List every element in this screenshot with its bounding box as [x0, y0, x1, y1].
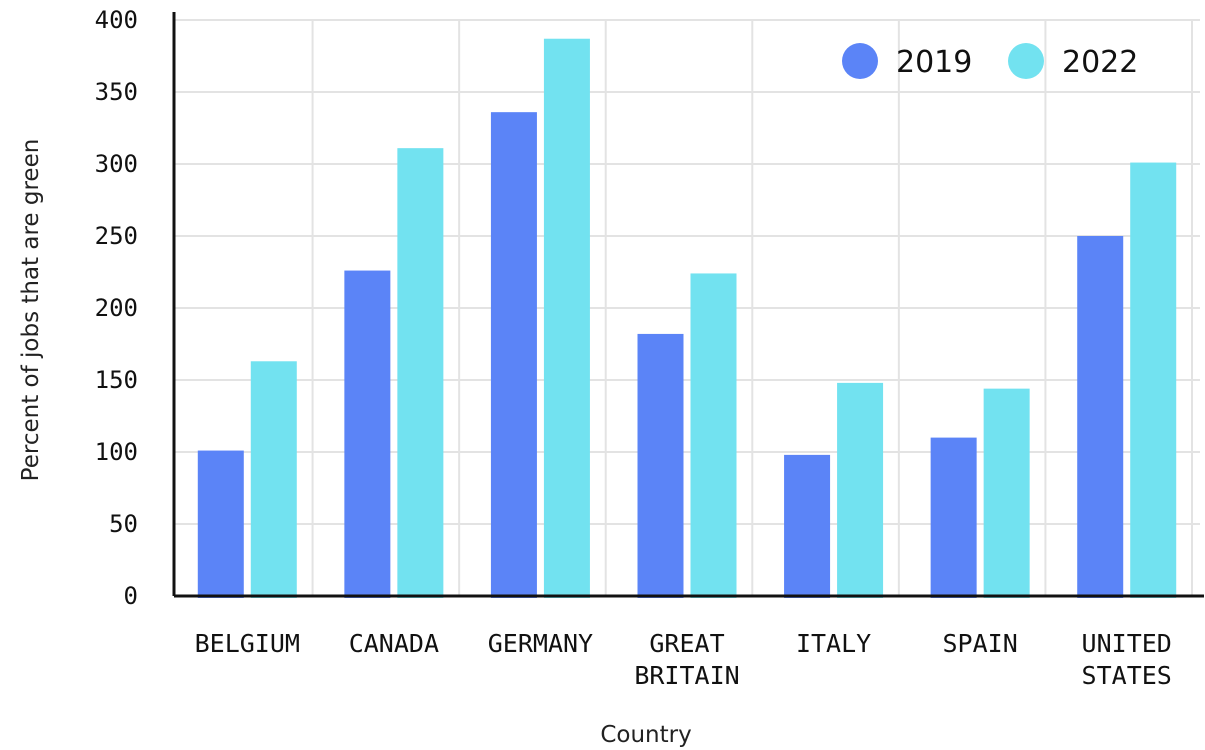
bar-2022-germany: [543, 38, 590, 599]
bar-2019-united-states: [1077, 236, 1124, 598]
bar-2022-italy: [837, 382, 884, 598]
y-tick-label: 250: [95, 222, 138, 250]
y-tick-label: 200: [95, 294, 138, 322]
y-tick-labels: 0 50 100 150 200 250 300 350 400: [95, 6, 138, 610]
bar-2019-great-britain: [637, 333, 684, 598]
bars: [197, 38, 1177, 599]
x-axis-title: Country: [600, 722, 691, 748]
x-category-labels: BELGIUM CANADA GERMANY GREAT BRITAIN ITALY SPA…: [195, 629, 1172, 690]
bar-2019-italy: [784, 454, 831, 598]
y-tick-label: 150: [95, 366, 138, 394]
bar-2019-spain: [930, 437, 977, 598]
bar-2022-canada: [397, 148, 444, 598]
bar-2019-canada: [344, 270, 391, 598]
x-tick-label: CANADA: [349, 629, 439, 658]
legend: 2019 2022: [842, 43, 1138, 80]
y-tick-label: 300: [95, 150, 138, 178]
legend-label: 2022: [1062, 45, 1138, 80]
axes: [172, 12, 1204, 598]
y-axis-title: Percent of jobs that are green: [18, 139, 44, 482]
y-tick-label: 400: [95, 6, 138, 34]
gridlines: [174, 19, 1200, 596]
y-tick-label: 350: [95, 78, 138, 106]
bar-2019-belgium: [197, 450, 244, 598]
bar-2019-germany: [490, 112, 537, 598]
bar-2022-spain: [983, 388, 1030, 598]
x-tick-label: GREAT BRITAIN: [634, 629, 739, 690]
x-tick-label: SPAIN: [943, 629, 1018, 658]
bar-2022-united-states: [1130, 162, 1177, 598]
x-tick-label: GERMANY: [488, 629, 593, 658]
bar-2022-belgium: [250, 361, 297, 598]
y-tick-label: 100: [95, 438, 138, 466]
legend-label: 2019: [896, 45, 972, 80]
y-tick-label: 50: [109, 510, 138, 538]
legend-swatch: [842, 43, 878, 79]
bar-2022-great-britain: [690, 273, 737, 598]
x-tick-label: UNITED STATES: [1082, 629, 1172, 690]
x-tick-label: ITALY: [796, 629, 871, 658]
x-tick-label: BELGIUM: [195, 629, 300, 658]
y-tick-label: 0: [124, 582, 138, 610]
legend-swatch: [1008, 43, 1044, 79]
